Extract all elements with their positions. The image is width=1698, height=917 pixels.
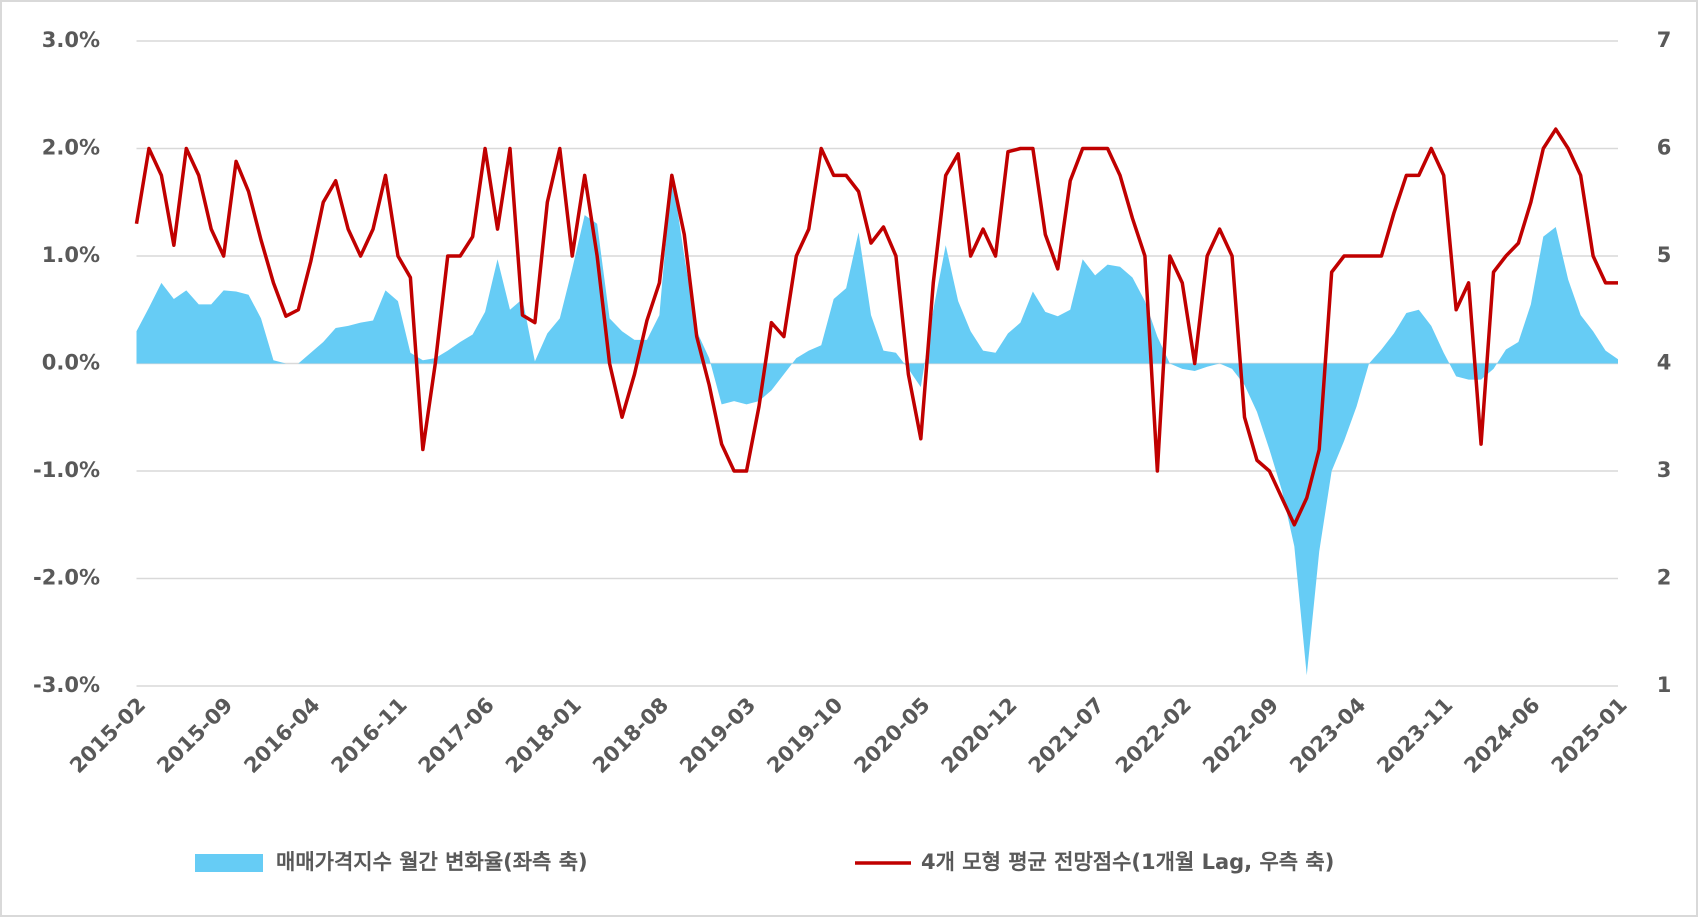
y2-tick-label: 6 xyxy=(1657,136,1672,160)
y-tick-label: -3.0% xyxy=(33,673,100,697)
y-tick-label: -1.0% xyxy=(33,458,100,482)
area xyxy=(136,172,1618,676)
y-tick-label: 2.0% xyxy=(42,136,100,160)
y-tick-label: 0.0% xyxy=(42,351,100,375)
legend-label: 4개 모형 평균 전망점수(1개월 Lag, 우측 축) xyxy=(921,850,1334,874)
y2-tick-label: 4 xyxy=(1657,351,1672,375)
legend-label: 매매가격지수 월간 변화율(좌측 축) xyxy=(276,850,588,874)
y2-tick-label: 2 xyxy=(1657,566,1672,590)
y2-tick-label: 1 xyxy=(1657,673,1672,697)
line xyxy=(134,127,1618,527)
y2-tick-label: 7 xyxy=(1657,28,1672,52)
y-tick-label: 3.0% xyxy=(42,28,100,52)
legend-swatch xyxy=(195,854,263,872)
y2-tick-label: 5 xyxy=(1657,243,1672,267)
y-tick-label: -2.0% xyxy=(33,566,100,590)
y2-tick-label: 3 xyxy=(1657,458,1672,482)
y-tick-label: 1.0% xyxy=(42,243,100,267)
